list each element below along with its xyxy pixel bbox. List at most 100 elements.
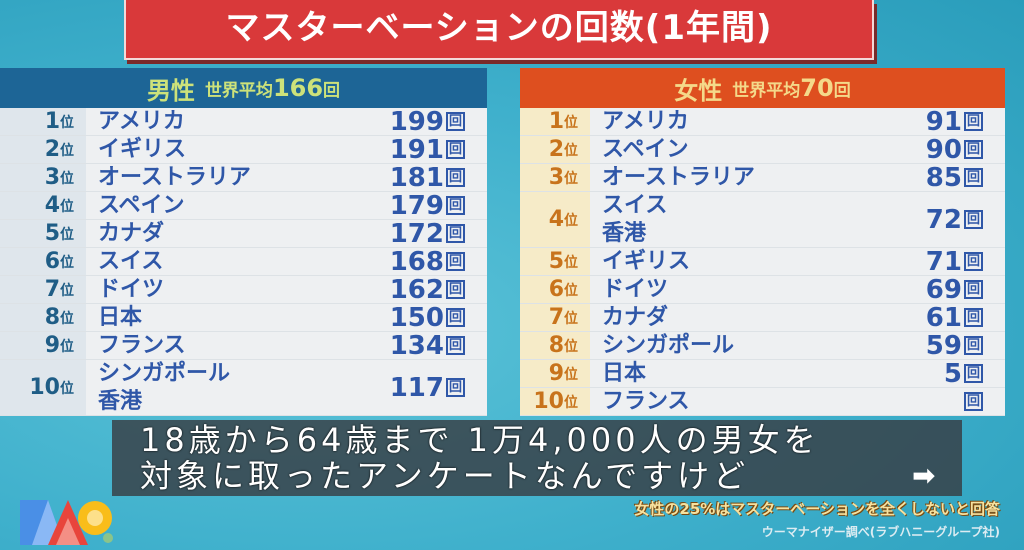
country-cell: ドイツ <box>590 276 895 303</box>
rank: 10 位 <box>520 388 590 415</box>
count-value: 199 <box>389 108 444 136</box>
rank-suffix: 位 <box>60 282 74 299</box>
count-unit: 回 <box>963 168 983 187</box>
count-cell: 72 回 <box>895 206 1005 234</box>
country-cell: アメリカ <box>590 108 895 135</box>
country-name: スペイン <box>602 136 689 162</box>
country-name: イギリス <box>602 248 691 274</box>
rank-number: 9 <box>548 361 564 386</box>
rank-suffix: 位 <box>60 114 74 131</box>
rank-number: 9 <box>44 333 60 358</box>
women-avg-value: 70 <box>800 74 834 102</box>
country-cell: スイス 香港 <box>590 192 895 247</box>
rank-suffix: 位 <box>60 380 74 397</box>
rank-number: 5 <box>548 249 564 274</box>
rank-number: 1 <box>548 109 564 134</box>
count-cell: 85 回 <box>895 164 1005 191</box>
country-cell: カナダ <box>86 220 377 247</box>
footnote: 女性の25%はマスターベーションを全くしないと回答 <box>634 500 1000 518</box>
rank-suffix: 位 <box>60 226 74 243</box>
rank-number: 6 <box>44 249 60 274</box>
count-unit: 回 <box>963 280 983 299</box>
women-avg-label: 世界平均 <box>732 81 801 101</box>
count-unit: 回 <box>963 364 983 383</box>
country-cell: アメリカ <box>86 108 377 135</box>
count-cell: 168 回 <box>377 248 487 276</box>
country-cell: スペイン <box>590 136 895 163</box>
count-value: 72 <box>925 204 962 235</box>
count-cell: 91 回 <box>895 108 1005 135</box>
count-value: 168 <box>389 248 444 276</box>
country-name: ドイツ <box>98 276 165 302</box>
rank-number: 10 <box>29 375 60 400</box>
men-avg-unit: 回 <box>323 81 341 101</box>
country-cell: 日本 <box>86 304 377 331</box>
count-cell: 199 回 <box>377 108 487 136</box>
rank-number: 7 <box>44 277 60 302</box>
country-cell: スペイン <box>86 192 377 219</box>
count-unit: 回 <box>963 210 983 229</box>
rank-suffix: 位 <box>60 338 74 355</box>
country-cell: シンガポール 香港 <box>86 360 377 415</box>
count-unit: 回 <box>445 112 465 131</box>
count-cell: 162 回 <box>377 276 487 303</box>
country-name: カナダ <box>98 220 165 246</box>
country-name: スペイン <box>98 192 185 218</box>
right-arrow-icon: ➡ <box>912 459 936 492</box>
count-value: 181 <box>389 164 444 192</box>
rank-suffix: 位 <box>564 212 578 229</box>
count-unit: 回 <box>445 378 465 397</box>
count-value: 150 <box>389 304 444 332</box>
country-cell: オーストラリア <box>590 164 895 191</box>
count-unit: 回 <box>963 392 983 411</box>
rank-suffix: 位 <box>564 338 578 355</box>
rank-number: 4 <box>548 207 564 232</box>
count-cell: 172 回 <box>377 220 487 247</box>
country-name: シンガポール <box>602 332 735 358</box>
count-unit: 回 <box>963 252 983 271</box>
table-row: 10 位 シンガポール 香港 117 回 <box>0 360 487 416</box>
rank-suffix: 位 <box>564 366 578 383</box>
count-unit: 回 <box>445 252 465 271</box>
count-cell: 191 回 <box>377 136 487 164</box>
count-unit: 回 <box>963 112 983 131</box>
country-cell: イギリス <box>590 248 895 275</box>
rank-number: 1 <box>44 109 60 134</box>
country-cell: カナダ <box>590 304 895 331</box>
count-value: 71 <box>925 248 962 276</box>
count-cell: 71 回 <box>895 248 1005 276</box>
count-value: 134 <box>389 332 444 360</box>
count-unit: 回 <box>445 336 465 355</box>
subtitle-line-1: 18歳から64歳まで 1万4,000人の男女を <box>140 421 820 459</box>
rank-suffix: 位 <box>564 282 578 299</box>
count-cell: 69 回 <box>895 276 1005 303</box>
rank-number: 2 <box>548 137 564 162</box>
count-unit: 回 <box>963 336 983 355</box>
country-name: ドイツ <box>602 276 669 302</box>
rank-suffix: 位 <box>564 114 578 131</box>
country-name: 香港 <box>98 388 143 414</box>
count-cell: 134 回 <box>377 332 487 360</box>
count-value: 59 <box>925 332 962 360</box>
count-cell: 90 回 <box>895 136 1005 163</box>
country-cell: フランス <box>86 332 377 359</box>
count-cell: 181 回 <box>377 164 487 192</box>
count-value: 191 <box>389 136 444 164</box>
